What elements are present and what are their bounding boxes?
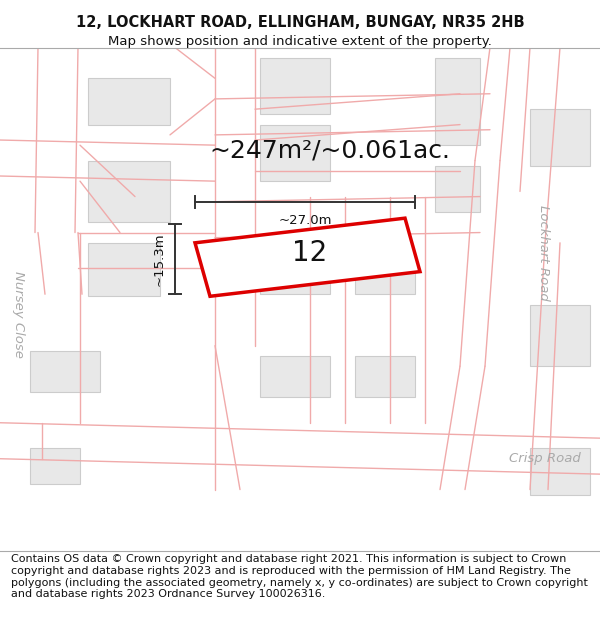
Polygon shape xyxy=(530,449,590,495)
Polygon shape xyxy=(195,218,420,296)
Polygon shape xyxy=(88,243,160,296)
Text: Contains OS data © Crown copyright and database right 2021. This information is : Contains OS data © Crown copyright and d… xyxy=(11,554,587,599)
Polygon shape xyxy=(355,356,415,397)
Polygon shape xyxy=(260,356,330,397)
Polygon shape xyxy=(260,124,330,181)
Polygon shape xyxy=(435,166,480,212)
Polygon shape xyxy=(435,58,480,145)
Text: 12: 12 xyxy=(292,239,328,267)
Polygon shape xyxy=(88,161,170,222)
Polygon shape xyxy=(260,58,330,114)
Text: ~247m²/~0.061ac.: ~247m²/~0.061ac. xyxy=(209,138,451,162)
Polygon shape xyxy=(530,109,590,166)
Polygon shape xyxy=(260,253,330,294)
Text: Lockhart Road: Lockhart Road xyxy=(536,205,550,301)
Text: ~15.3m: ~15.3m xyxy=(152,232,166,286)
Polygon shape xyxy=(30,449,80,484)
Text: Map shows position and indicative extent of the property.: Map shows position and indicative extent… xyxy=(108,35,492,48)
Text: 12, LOCKHART ROAD, ELLINGHAM, BUNGAY, NR35 2HB: 12, LOCKHART ROAD, ELLINGHAM, BUNGAY, NR… xyxy=(76,15,524,30)
Text: Nursey Close: Nursey Close xyxy=(11,271,25,358)
Text: ~27.0m: ~27.0m xyxy=(278,214,332,227)
Polygon shape xyxy=(355,253,415,294)
Polygon shape xyxy=(30,351,100,392)
Polygon shape xyxy=(88,78,170,124)
Text: Crisp Road: Crisp Road xyxy=(509,452,581,465)
Polygon shape xyxy=(530,304,590,366)
